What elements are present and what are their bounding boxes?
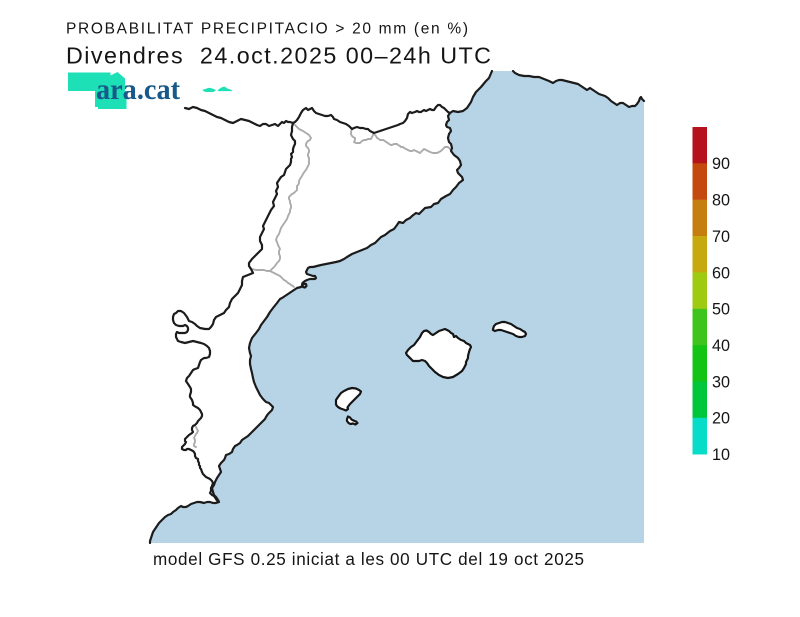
svg-text:90: 90 — [712, 155, 730, 173]
svg-text:ara.cat: ara.cat — [96, 73, 180, 106]
svg-text:80: 80 — [712, 192, 730, 210]
svg-text:20: 20 — [712, 410, 730, 428]
svg-text:30: 30 — [712, 373, 730, 391]
svg-text:70: 70 — [712, 228, 730, 246]
svg-text:model GFS 0.25 iniciat a les 0: model GFS 0.25 iniciat a les 00 UTC del … — [153, 550, 584, 569]
svg-text:40: 40 — [712, 337, 730, 355]
svg-text:60: 60 — [712, 264, 730, 282]
svg-text:Divendres 24.oct.2025 00–24h: Divendres 24.oct.2025 00–24h UTC — [66, 43, 491, 69]
svg-text:50: 50 — [712, 301, 730, 319]
svg-text:10: 10 — [712, 446, 730, 464]
